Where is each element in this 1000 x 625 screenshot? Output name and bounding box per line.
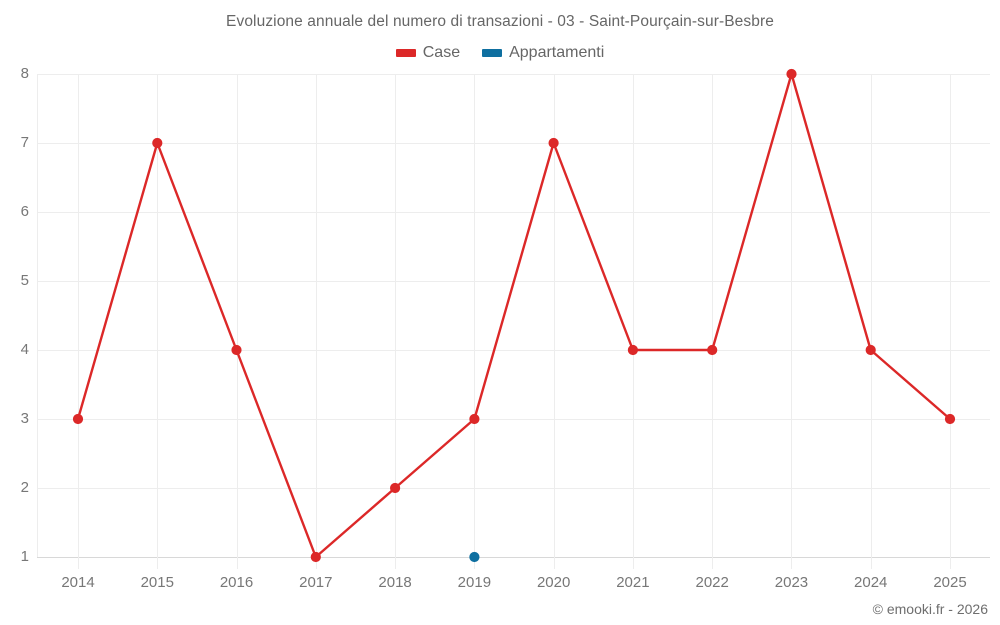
- series-line-case: [76, 72, 952, 559]
- chart-title: Evoluzione annuale del numero di transaz…: [226, 13, 774, 30]
- x-tick-label-2023: 2023: [774, 574, 809, 591]
- x-tick-label-2018: 2018: [378, 574, 412, 591]
- y-tick-label-4: 4: [20, 341, 29, 358]
- data-point-case-2024[interactable]: [865, 344, 876, 356]
- x-tick-label-2014: 2014: [61, 574, 95, 591]
- data-point-case-2014[interactable]: [72, 413, 84, 425]
- data-point-case-2019[interactable]: [469, 413, 480, 425]
- data-point-case-2021[interactable]: [627, 344, 639, 356]
- y-tick-label-6: 6: [20, 203, 29, 220]
- x-tick-label-2020: 2020: [536, 574, 571, 591]
- data-point-case-2020[interactable]: [548, 137, 559, 149]
- y-tick-label-2: 2: [20, 479, 29, 496]
- chart-credit: © emooki.fr - 2026: [872, 601, 988, 617]
- legend-item-appartamenti[interactable]: Appartamenti: [482, 45, 604, 61]
- legend-label-case: Case: [422, 44, 461, 61]
- y-tick-label-1: 1: [20, 548, 29, 565]
- data-point-case-2018[interactable]: [390, 482, 401, 494]
- data-point-case-2017[interactable]: [310, 551, 321, 563]
- data-point-appartamenti-2019[interactable]: [469, 551, 480, 563]
- x-tick-label-2025: 2025: [933, 574, 967, 591]
- legend-label-appartamenti: Appartamenti: [509, 44, 605, 61]
- x-tick-label-2021: 2021: [616, 574, 650, 591]
- x-tick-label-2016: 2016: [219, 574, 254, 591]
- x-tick-label-2017: 2017: [299, 574, 333, 591]
- data-point-case-2025[interactable]: [944, 413, 956, 425]
- data-point-case-2022[interactable]: [707, 344, 718, 356]
- data-point-case-2023[interactable]: [786, 68, 797, 80]
- y-tick-label-8: 8: [20, 65, 29, 82]
- data-point-case-2016[interactable]: [231, 344, 242, 356]
- x-tick-label-2022: 2022: [695, 574, 729, 591]
- data-point-case-2015[interactable]: [152, 137, 163, 149]
- x-tick-label-2015: 2015: [140, 574, 174, 591]
- x-tick-label-2024: 2024: [854, 574, 888, 591]
- legend-item-case[interactable]: Case: [395, 44, 461, 61]
- y-tick-label-5: 5: [20, 272, 29, 289]
- case-swatch: [395, 49, 416, 57]
- y-tick-label-7: 7: [20, 134, 29, 151]
- chart-legend: Case Appartamenti: [0, 45, 1000, 61]
- appartamenti-swatch: [482, 49, 503, 57]
- x-tick-label-2019: 2019: [457, 574, 492, 591]
- y-tick-label-3: 3: [20, 410, 29, 427]
